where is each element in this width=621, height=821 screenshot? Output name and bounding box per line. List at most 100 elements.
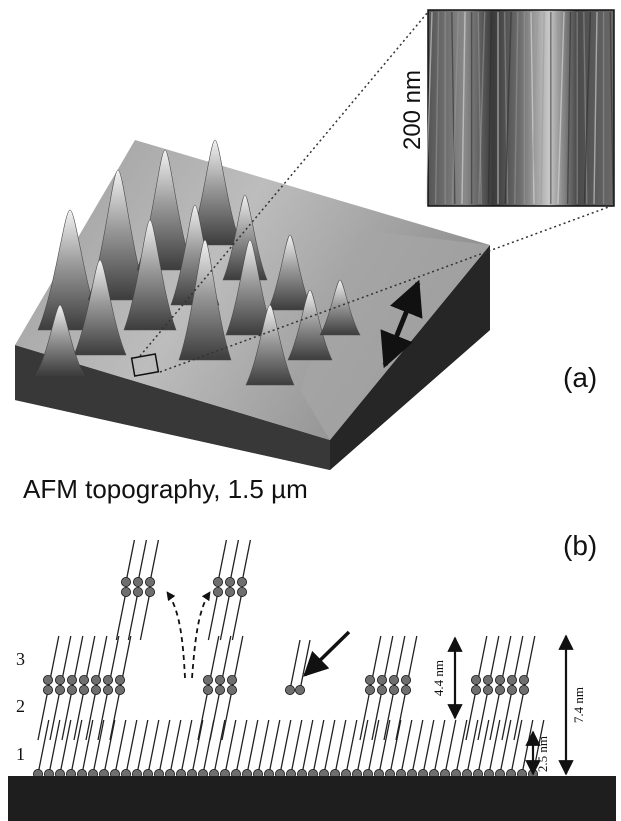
head-group	[67, 685, 78, 696]
molecule-chain	[521, 719, 534, 775]
molecule-chain	[136, 719, 149, 775]
head-group	[226, 685, 237, 696]
head-group	[202, 675, 213, 686]
inset-streak	[556, 11, 562, 205]
inset-streak	[477, 11, 482, 205]
head-group	[79, 675, 90, 686]
molecule-chain	[213, 719, 226, 775]
head-group	[470, 675, 481, 686]
molecule-chain	[290, 719, 303, 775]
molecule-chain	[422, 719, 435, 775]
topography-peak	[188, 139, 242, 246]
head-group	[376, 685, 387, 696]
afm-inset	[425, 9, 615, 207]
head-group	[388, 675, 399, 686]
dimension-label-7-4: 7.4 nm	[571, 687, 586, 723]
head-group	[364, 685, 375, 696]
inset-streak	[530, 11, 535, 205]
head-group	[494, 675, 505, 686]
head-group	[214, 675, 225, 686]
molecule-chain	[241, 539, 252, 583]
dimension-label-4-4: 4.4 nm	[431, 660, 446, 696]
molecule-chain	[465, 689, 477, 741]
molecule-chain	[149, 539, 160, 583]
inset-streak	[609, 11, 614, 205]
molecule-chain	[359, 689, 371, 741]
molecule-chain	[59, 719, 72, 775]
head-group	[214, 685, 225, 696]
molecule-chain	[85, 689, 97, 741]
head-group	[236, 577, 247, 588]
topography-peak	[123, 219, 177, 331]
molecule-chain	[235, 719, 248, 775]
molecule-chain	[219, 591, 231, 641]
flip-arrows	[166, 591, 211, 679]
molecule-chain	[510, 719, 523, 775]
inset-streak	[514, 11, 519, 205]
head-group	[519, 685, 530, 696]
head-group	[55, 685, 66, 696]
head-group	[121, 587, 132, 598]
molecule-chain	[477, 689, 489, 741]
head-group	[121, 577, 132, 588]
zoom-lines	[139, 11, 615, 373]
inset-streak	[451, 11, 460, 205]
block-front-face	[15, 345, 330, 470]
molecule-chain	[73, 689, 85, 741]
molecule-chain	[356, 719, 369, 775]
head-group	[506, 675, 517, 686]
inset-streak	[461, 11, 466, 205]
topography-peaks	[35, 139, 361, 386]
molecule-chain	[268, 719, 281, 775]
molecule-chain	[367, 719, 380, 775]
insertion-arrow	[303, 630, 351, 677]
molecule-chain	[400, 719, 413, 775]
head-group	[388, 685, 399, 696]
molecule-chain	[246, 719, 259, 775]
head-group	[91, 675, 102, 686]
molecule-chain	[312, 719, 325, 775]
molecule-chain	[466, 719, 479, 775]
head-group	[212, 587, 223, 598]
molecule-chain	[383, 689, 395, 741]
head-group	[132, 587, 143, 598]
inset-scale-label: 200 nm	[399, 70, 426, 150]
molecule-chain	[323, 719, 336, 775]
head-group	[132, 577, 143, 588]
molecule-chain	[109, 689, 121, 741]
inset-streak	[566, 11, 572, 205]
molecule-chain	[61, 689, 73, 741]
head-group	[400, 675, 411, 686]
inset-streak	[557, 11, 565, 205]
panel-b-label: (b)	[563, 530, 597, 561]
molecule-chain	[125, 719, 138, 775]
molecule-chain	[411, 719, 424, 775]
topography-peak	[178, 239, 232, 361]
molecule-chain	[257, 719, 270, 775]
head-group	[494, 685, 505, 696]
molecule-chain	[37, 719, 50, 775]
molecule-chain	[345, 719, 358, 775]
head-group	[202, 685, 213, 696]
molecule-chain	[301, 719, 314, 775]
head-group	[482, 685, 493, 696]
molecule-chain	[158, 719, 171, 775]
head-group	[103, 685, 114, 696]
head-group	[115, 675, 126, 686]
molecule-chain	[197, 689, 209, 741]
molecule-chain	[455, 719, 468, 775]
head-group	[103, 675, 114, 686]
molecule-chain	[114, 719, 127, 775]
topography-peak	[267, 234, 313, 311]
head-group	[224, 587, 235, 598]
molecule-chain	[389, 719, 402, 775]
head-group	[144, 587, 155, 598]
inset-streak	[530, 11, 539, 205]
molecule-chain	[221, 689, 233, 741]
molecule-chain	[169, 719, 182, 775]
molecule-chain	[477, 719, 490, 775]
head-group	[212, 577, 223, 588]
molecule-chain	[127, 591, 139, 641]
molecule-chain	[488, 719, 501, 775]
molecule-chain	[115, 591, 127, 641]
